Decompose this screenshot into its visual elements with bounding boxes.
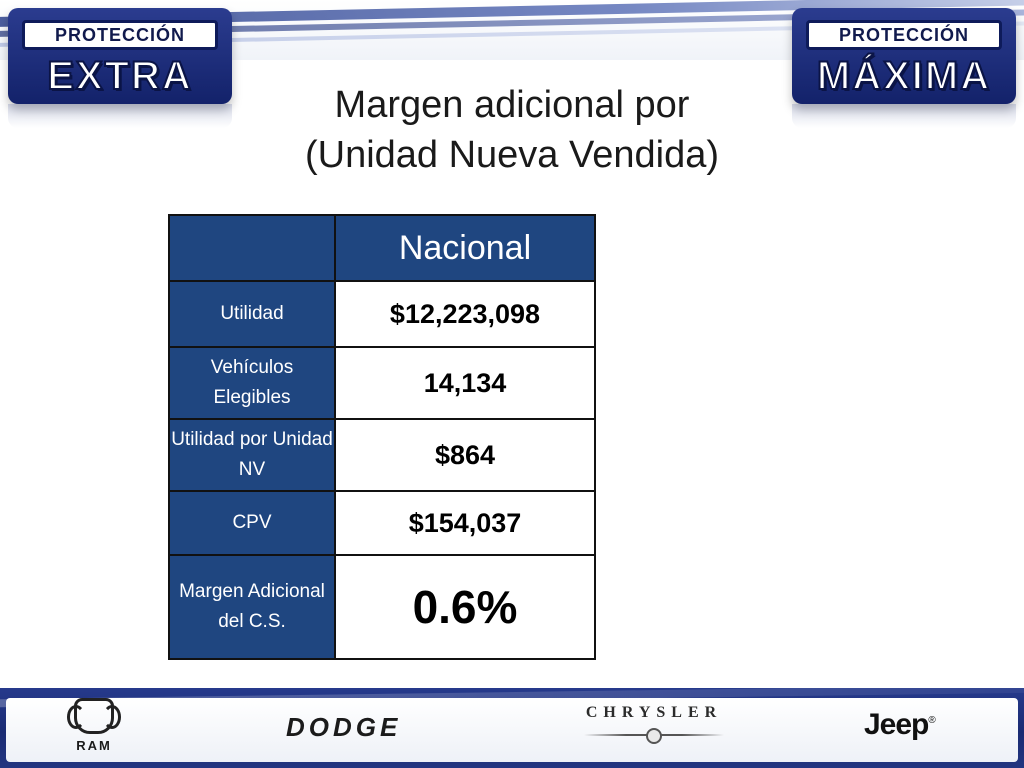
slide-title: Margen adicional por (Unidad Nueva Vendi… bbox=[240, 80, 784, 180]
logo-reflection bbox=[8, 104, 232, 128]
ram-head-icon bbox=[67, 698, 121, 734]
logo-reflection bbox=[792, 104, 1016, 128]
title-line-2: (Unidad Nueva Vendida) bbox=[304, 134, 720, 176]
row-label: Utilidad por Unidad NV bbox=[168, 418, 336, 492]
table-row: Margen Adicional del C.S. 0.6% bbox=[168, 554, 596, 660]
ram-logo: RAM bbox=[62, 698, 126, 758]
brand-footer-bar bbox=[0, 688, 1024, 768]
table-row: Utilidad por Unidad NV $864 bbox=[168, 418, 596, 492]
row-value: $864 bbox=[334, 418, 596, 492]
row-value: 14,134 bbox=[334, 346, 596, 420]
proteccion-extra-logo: PROTECCIÓN EXTRA bbox=[8, 8, 232, 104]
ram-wordmark: RAM bbox=[76, 738, 112, 753]
chrysler-wordmark: CHRYSLER bbox=[585, 704, 723, 721]
row-label: Utilidad bbox=[168, 280, 336, 348]
row-value: $12,223,098 bbox=[334, 280, 596, 348]
margin-table: Nacional Utilidad $12,223,098 Vehículos … bbox=[168, 214, 596, 660]
title-line-1: Margen adicional por bbox=[334, 84, 690, 126]
chrysler-seal-icon bbox=[646, 728, 662, 744]
row-value: $154,037 bbox=[334, 490, 596, 556]
logo-tag-text: PROTECCIÓN bbox=[22, 20, 218, 50]
table-header-row: Nacional bbox=[168, 214, 596, 282]
registered-mark: ® bbox=[928, 715, 935, 726]
table-row: CPV $154,037 bbox=[168, 490, 596, 556]
logo-tag-text: PROTECCIÓN bbox=[806, 20, 1002, 50]
proteccion-maxima-logo: PROTECCIÓN MÁXIMA bbox=[792, 8, 1016, 104]
footer-panel bbox=[6, 698, 1018, 762]
row-label: Vehículos Elegibles bbox=[168, 346, 336, 420]
row-value-highlight: 0.6% bbox=[334, 554, 596, 660]
column-header-nacional: Nacional bbox=[334, 214, 596, 282]
jeep-logo: Jeep® bbox=[864, 708, 936, 742]
logo-big-text: MÁXIMA bbox=[816, 53, 992, 99]
table-row: Utilidad $12,223,098 bbox=[168, 280, 596, 348]
dodge-logo: DODGE bbox=[286, 712, 402, 742]
row-label: Margen Adicional del C.S. bbox=[168, 554, 336, 660]
row-label: CPV bbox=[168, 490, 336, 556]
logo-big-text: EXTRA bbox=[46, 53, 193, 99]
chrysler-logo: CHRYSLER bbox=[574, 704, 734, 744]
jeep-wordmark: Jeep bbox=[864, 708, 929, 741]
table-row: Vehículos Elegibles 14,134 bbox=[168, 346, 596, 420]
chrysler-wings-icon bbox=[584, 728, 724, 744]
header-empty-cell bbox=[168, 214, 336, 282]
